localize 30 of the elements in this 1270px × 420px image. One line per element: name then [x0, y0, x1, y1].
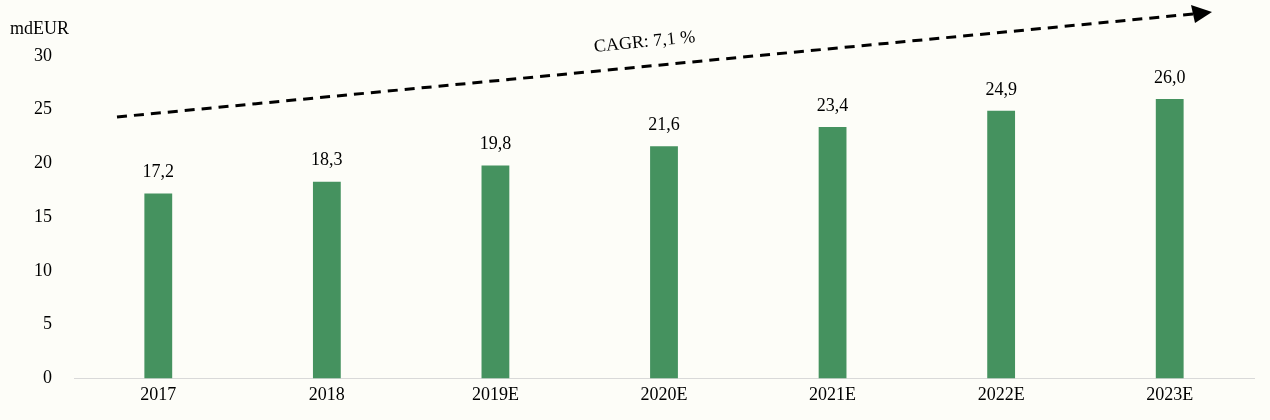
bar: [481, 165, 510, 379]
data-label: 23,4: [816, 94, 849, 115]
y-tick-label: 25: [34, 98, 52, 119]
x-tick-label: 2018: [308, 383, 345, 404]
x-tick-label: 2022E: [977, 383, 1025, 404]
y-tick-label: 15: [34, 205, 52, 226]
x-tick-label: 2023E: [1146, 383, 1194, 404]
y-tick-label: 30: [34, 44, 52, 65]
data-label: 21,6: [648, 114, 680, 135]
data-label: 26,0: [1153, 66, 1186, 87]
x-tick-label: 2019E: [471, 383, 519, 404]
data-label: 19,8: [479, 133, 512, 154]
bar: [144, 193, 173, 379]
x-tick-label: 2020E: [640, 383, 688, 404]
bar: [987, 110, 1016, 379]
bar: [312, 181, 341, 379]
y-tick-label: 0: [43, 367, 52, 388]
data-label: 24,9: [985, 78, 1017, 99]
y-axis-title: mdEUR: [10, 17, 70, 38]
x-tick-label: 2021E: [809, 383, 857, 404]
data-label: 18,3: [311, 149, 343, 170]
x-tick-label: 2017: [140, 383, 177, 404]
y-tick-label: 10: [34, 259, 52, 280]
y-tick-label: 20: [34, 152, 52, 173]
bar: [818, 126, 847, 379]
annotation: CAGR: 7,1 %: [593, 26, 697, 57]
y-tick-label: 5: [43, 313, 52, 334]
bar: [650, 146, 678, 379]
data-label: 17,2: [142, 161, 175, 182]
bar: [1155, 98, 1184, 379]
